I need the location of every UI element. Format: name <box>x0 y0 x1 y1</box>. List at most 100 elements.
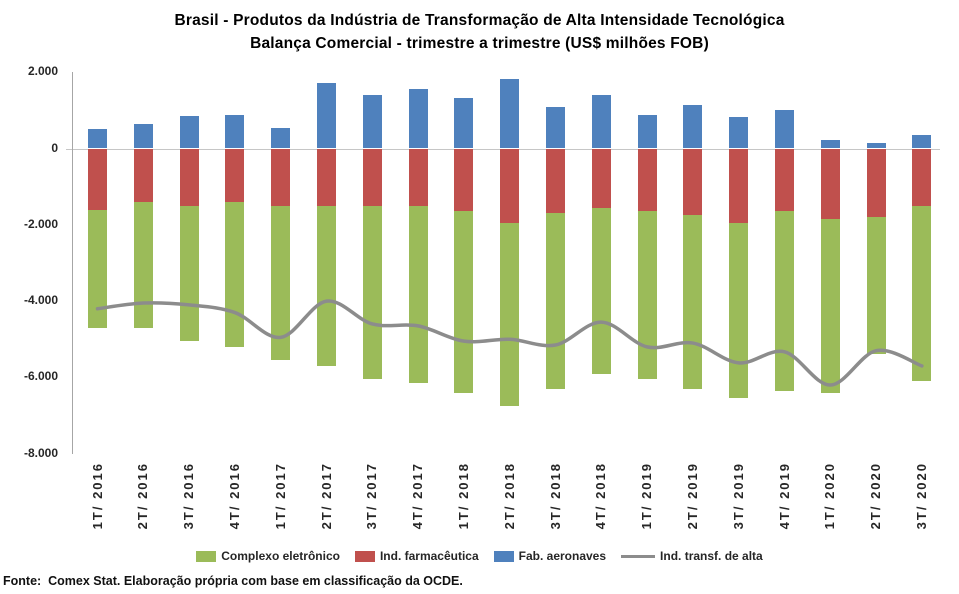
y-axis-label: -8.000 <box>23 445 58 460</box>
y-axis-line <box>72 72 73 454</box>
legend: Complexo eletrônico Ind. farmacêutica Fab.… <box>0 549 959 563</box>
bar-segment <box>408 205 428 384</box>
bar-segment <box>637 114 657 149</box>
bar-segment <box>179 148 199 206</box>
y-axis-label: -2.000 <box>23 216 58 231</box>
bar-segment <box>500 79 520 149</box>
bar-segment <box>454 97 474 149</box>
bar-segment <box>866 143 886 149</box>
x-axis-label: 3T/ 2019 <box>730 462 746 530</box>
bar-segment <box>912 205 932 382</box>
legend-box-marker <box>196 550 217 562</box>
x-axis-label: 3T/ 2016 <box>181 462 197 530</box>
x-axis-label: 3T/ 2020 <box>913 462 929 530</box>
x-axis-label: 2T/ 2016 <box>135 462 151 530</box>
bar-segment <box>775 110 794 149</box>
chart-title-line1: Brasil - Produtos da Indústria de Transf… <box>174 12 785 29</box>
bar-segment <box>225 114 245 149</box>
x-axis-label: 1T/ 2019 <box>639 462 655 530</box>
bar-segment <box>683 148 703 216</box>
bar-segment <box>866 217 886 355</box>
legend-label: Fab. aeronaves <box>518 549 607 563</box>
bar-segment <box>271 205 291 361</box>
bar-segment <box>866 148 886 218</box>
bar-segment <box>591 95 611 149</box>
x-axis-label: 2T/ 2019 <box>684 462 700 530</box>
bar-segment <box>775 148 794 212</box>
bar-segment <box>546 106 565 149</box>
bar-segment <box>317 205 336 366</box>
source-note: Fonte: Comex Stat. Elaboração própria co… <box>3 574 463 588</box>
bar-segment <box>591 148 611 208</box>
x-axis-label: 3T/ 2018 <box>547 462 563 530</box>
x-axis-label: 4T/ 2017 <box>410 462 426 530</box>
bar-segment <box>591 207 611 374</box>
bar-segment <box>546 148 565 214</box>
y-axis-label: 2.000 <box>27 64 58 79</box>
x-axis-label: 1T/ 2020 <box>822 462 838 530</box>
bar-segment <box>271 148 291 206</box>
bar-segment <box>362 148 382 206</box>
bar-segment <box>729 222 749 399</box>
bar-segment <box>637 148 657 212</box>
x-axis-label: 2T/ 2018 <box>501 462 517 530</box>
bar-segment <box>408 148 428 206</box>
bar-segment <box>683 104 703 149</box>
x-axis-label: 1T/ 2018 <box>455 462 471 530</box>
legend-line-marker <box>621 554 656 558</box>
legend-item: Ind. farmacêutica <box>354 549 479 563</box>
x-axis-label: 1T/ 2016 <box>89 462 105 530</box>
chart-title-line2: Balança Comercial - trimestre a trimestr… <box>250 35 709 52</box>
bar-segment <box>729 116 749 149</box>
bar-segment <box>546 213 565 389</box>
bar-segment <box>683 215 703 389</box>
bar-segment <box>179 116 199 149</box>
bar-segment <box>729 148 749 223</box>
x-axis-label: 4T/ 2016 <box>226 462 242 530</box>
y-axis-label: 0 <box>51 140 58 155</box>
x-axis-label: 4T/ 2019 <box>776 462 792 530</box>
legend-item: Complexo eletrônico <box>196 549 340 563</box>
legend-item: Fab. aeronaves <box>493 549 607 563</box>
bar-segment <box>133 123 153 149</box>
bar-segment <box>88 148 107 210</box>
bar-segment <box>500 148 520 223</box>
bar-segment <box>820 219 840 393</box>
bar-segment <box>88 129 107 149</box>
bar-segment <box>362 95 382 149</box>
x-axis-label: 2T/ 2017 <box>318 462 334 530</box>
legend-label: Complexo eletrônico <box>221 549 340 563</box>
bar-segment <box>500 222 520 406</box>
bar-segment <box>454 211 474 393</box>
x-axis-label: 4T/ 2018 <box>593 462 609 530</box>
bar-segment <box>912 135 932 149</box>
bar-segment <box>179 205 199 342</box>
bar-segment <box>912 148 932 206</box>
y-axis-label: -6.000 <box>23 369 58 384</box>
bar-segment <box>362 205 382 380</box>
bar-segment <box>88 209 107 328</box>
bar-segment <box>408 88 428 149</box>
x-axis-label: 2T/ 2020 <box>868 462 884 530</box>
legend-label: Ind. farmacêutica <box>379 549 479 563</box>
bar-segment <box>225 148 245 202</box>
bar-segment <box>637 211 657 380</box>
legend-box-marker <box>493 550 514 562</box>
legend-item: Ind. transf. de alta <box>621 549 763 563</box>
bar-segment <box>271 128 291 149</box>
x-axis-label: 3T/ 2017 <box>364 462 380 530</box>
legend-box-marker <box>354 550 375 562</box>
bar-segment <box>820 148 840 220</box>
bar-segment <box>454 148 474 212</box>
bar-segment <box>133 201 153 328</box>
bar-segment <box>317 82 336 149</box>
y-axis-label: -4.000 <box>23 293 58 308</box>
bar-segment <box>820 140 840 149</box>
chart-title: Brasil - Produtos da Indústria de Transf… <box>0 9 959 55</box>
bar-segment <box>317 148 336 206</box>
bar-segment <box>133 148 153 202</box>
x-axis-label: 1T/ 2017 <box>272 462 288 530</box>
legend-label: Ind. transf. de alta <box>660 549 763 563</box>
bar-segment <box>775 211 794 391</box>
